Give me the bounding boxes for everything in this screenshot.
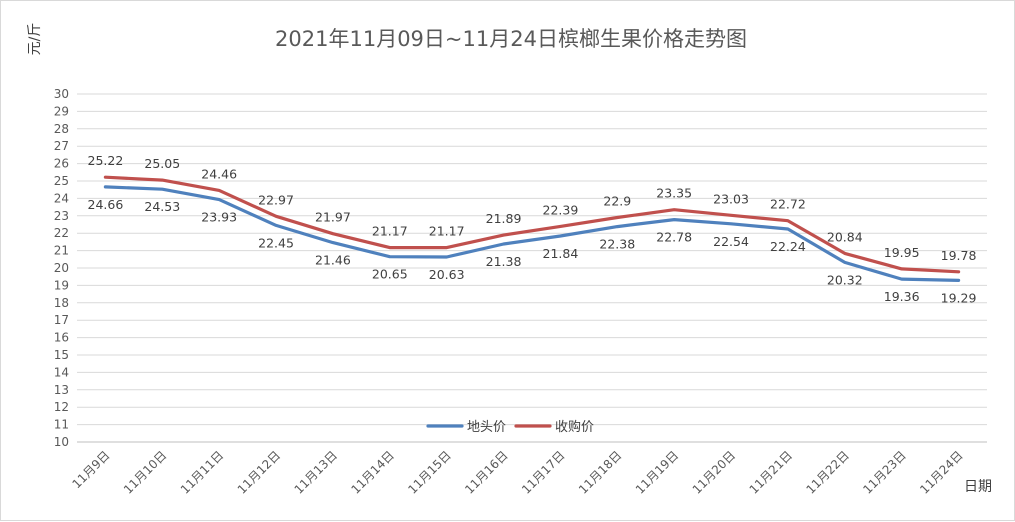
legend: 地头价 收购价 bbox=[426, 419, 594, 435]
data-label: 20.63 bbox=[429, 267, 465, 282]
data-label: 22.54 bbox=[713, 234, 749, 249]
y-tick-label: 16 bbox=[54, 331, 69, 345]
y-tick-label: 20 bbox=[54, 261, 69, 275]
y-tick-label: 14 bbox=[54, 365, 69, 379]
data-label: 25.05 bbox=[144, 156, 180, 171]
y-tick-labels: 10 11 12 13 14 15 16 17 18 19 20 21 22 23 24 25 26 27 28 29… bbox=[54, 87, 69, 449]
y-tick-label: 26 bbox=[54, 157, 69, 171]
data-label: 20.65 bbox=[372, 267, 408, 282]
x-tick-label: 11月13日 bbox=[292, 448, 340, 496]
y-tick-label: 25 bbox=[54, 174, 69, 188]
data-label: 21.17 bbox=[429, 224, 465, 239]
data-label: 24.53 bbox=[144, 199, 180, 214]
data-label: 21.46 bbox=[315, 253, 351, 268]
series-line-1 bbox=[103, 175, 961, 274]
data-label: 22.78 bbox=[656, 230, 692, 245]
series-lines bbox=[103, 175, 961, 282]
data-label: 19.95 bbox=[884, 245, 920, 260]
y-tick-label: 21 bbox=[54, 244, 69, 258]
data-label: 22.72 bbox=[770, 197, 806, 212]
y-tick-label: 15 bbox=[54, 348, 69, 362]
x-tick-label: 11月10日 bbox=[121, 448, 169, 496]
x-tick-label: 11月9日 bbox=[69, 448, 112, 491]
y-tick-label: 27 bbox=[54, 139, 69, 153]
y-tick-label: 23 bbox=[54, 209, 69, 223]
data-label: 22.9 bbox=[603, 194, 631, 209]
x-tick-label: 11月15日 bbox=[405, 448, 453, 496]
legend-label: 收购价 bbox=[555, 419, 594, 435]
data-label: 22.45 bbox=[258, 235, 294, 250]
data-label: 24.46 bbox=[201, 166, 237, 181]
chart-title: 2021年11月09日~11月24日槟榔生果价格走势图 bbox=[275, 27, 747, 51]
x-tick-label: 11月16日 bbox=[462, 448, 510, 496]
x-tick-label: 11月23日 bbox=[860, 448, 908, 496]
x-tick-label: 11月20日 bbox=[690, 448, 738, 496]
data-label: 20.32 bbox=[827, 272, 863, 287]
y-tick-label: 30 bbox=[54, 87, 69, 101]
y-tick-label: 29 bbox=[54, 104, 69, 118]
data-label: 19.78 bbox=[941, 248, 977, 263]
y-tick-label: 18 bbox=[54, 296, 69, 310]
x-tick-label: 11月17日 bbox=[519, 448, 567, 496]
x-tick-label: 11月11日 bbox=[178, 448, 226, 496]
y-tick-label: 24 bbox=[54, 191, 69, 205]
y-tick-label: 13 bbox=[54, 383, 69, 397]
x-tick-label: 11月19日 bbox=[633, 448, 681, 496]
data-label: 21.89 bbox=[486, 211, 522, 226]
x-tick-label: 11月12日 bbox=[235, 448, 283, 496]
series-line-0 bbox=[103, 185, 961, 282]
data-label: 24.66 bbox=[88, 197, 124, 212]
data-label: 22.97 bbox=[258, 192, 294, 207]
data-label: 25.22 bbox=[88, 153, 124, 168]
x-tick-label: 11月18日 bbox=[576, 448, 624, 496]
y-tick-label: 17 bbox=[54, 313, 69, 327]
x-tick-labels: 11月9日 11月10日 11月11日 11月12日 11月13日 11月14日 11月15… bbox=[69, 448, 965, 496]
data-label: 22.38 bbox=[599, 237, 635, 252]
y-tick-label: 11 bbox=[54, 418, 69, 432]
data-label: 22.39 bbox=[543, 202, 579, 217]
x-axis-label: 日期 bbox=[964, 479, 992, 495]
y-tick-label: 28 bbox=[54, 122, 69, 136]
x-tick-label: 11月24日 bbox=[917, 448, 965, 496]
data-label: 19.36 bbox=[884, 289, 920, 304]
y-tick-label: 19 bbox=[54, 278, 69, 292]
x-tick-label: 11月14日 bbox=[348, 448, 396, 496]
y-axis-label: 元/斤 bbox=[27, 23, 43, 56]
data-label: 21.84 bbox=[543, 246, 579, 261]
data-label: 23.03 bbox=[713, 191, 749, 206]
y-tick-label: 22 bbox=[54, 226, 69, 240]
x-tick-label: 11月21日 bbox=[747, 448, 795, 496]
data-label: 21.17 bbox=[372, 224, 408, 239]
data-label: 21.38 bbox=[486, 254, 522, 269]
data-labels: 24.66 24.53 23.93 22.45 21.46 20.65 20.63 21.38… bbox=[88, 153, 977, 305]
data-label: 21.97 bbox=[315, 210, 351, 225]
data-label: 22.24 bbox=[770, 239, 806, 254]
data-label: 20.84 bbox=[827, 229, 863, 244]
data-label: 23.93 bbox=[201, 210, 237, 225]
y-tick-label: 10 bbox=[54, 435, 69, 449]
x-tick-label: 11月22日 bbox=[803, 448, 851, 496]
data-label: 19.29 bbox=[941, 290, 977, 305]
legend-label: 地头价 bbox=[467, 420, 506, 435]
data-label: 23.35 bbox=[656, 186, 692, 201]
y-tick-label: 12 bbox=[54, 400, 69, 414]
gridlines bbox=[77, 93, 987, 443]
